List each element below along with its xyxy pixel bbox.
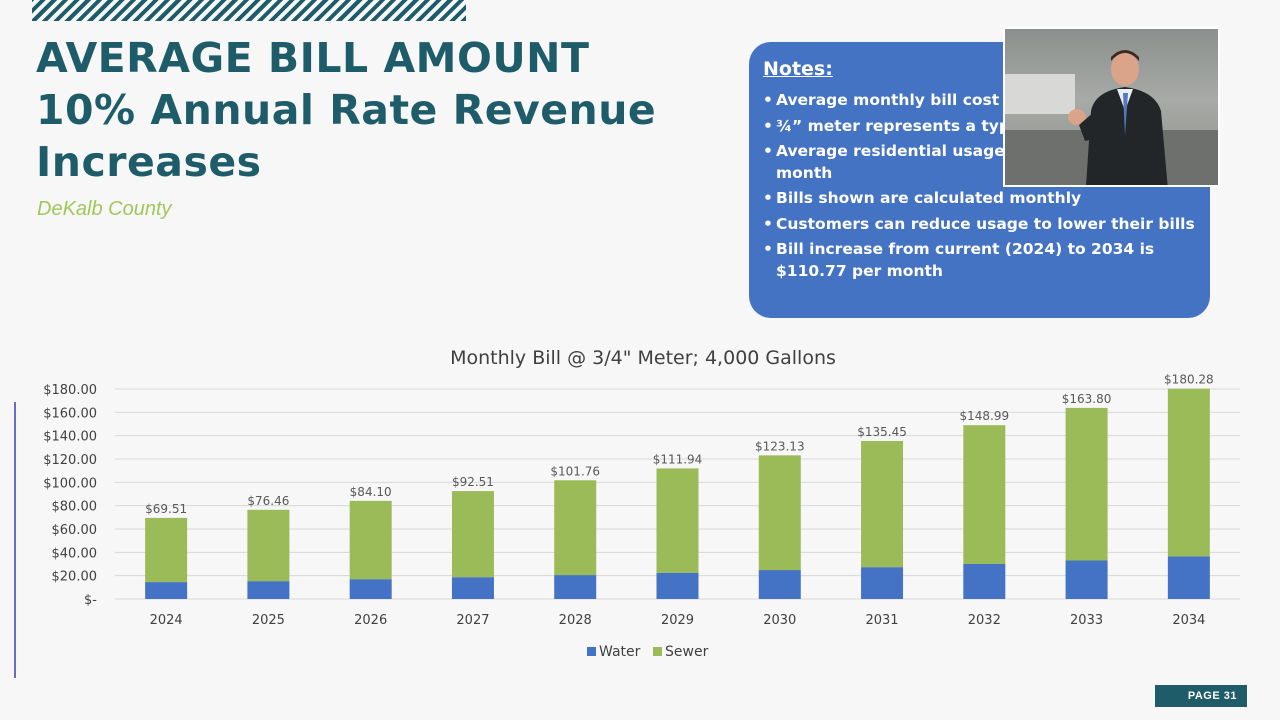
y-tick-label: $100.00 bbox=[43, 476, 97, 491]
y-tick-label: $60.00 bbox=[52, 523, 98, 538]
y-tick-label: $- bbox=[84, 593, 97, 608]
bar-sewer bbox=[451, 491, 494, 578]
chart-bars: $69.51 $76.46 $84.10 $92.51 $101.76 $111.94 $1… bbox=[145, 373, 1214, 599]
bar-water bbox=[247, 581, 290, 599]
stacked-bar-chart: Monthly Bill @ 3/4" Meter; 4,000 Gallons… bbox=[43, 347, 1240, 660]
x-tick-label: 2024 bbox=[150, 613, 183, 628]
bar-total-label: $180.28 bbox=[1164, 373, 1214, 387]
legend-label-sewer: Sewer bbox=[665, 644, 709, 660]
notes-item-text: Average residential usage is bbox=[776, 142, 1025, 160]
bar-sewer bbox=[963, 425, 1006, 564]
x-tick-label: 2032 bbox=[968, 613, 1001, 628]
slide-title-line-1: AVERAGE BILL AMOUNT bbox=[36, 34, 590, 82]
bar-water bbox=[554, 575, 597, 599]
bar-total-label: $76.46 bbox=[247, 494, 289, 508]
video-desk bbox=[1005, 74, 1075, 114]
bar-sewer bbox=[758, 455, 801, 571]
y-tick-label: $140.00 bbox=[43, 430, 97, 445]
bar-water bbox=[1065, 560, 1108, 599]
notes-item: Average monthly bill cost bbox=[763, 90, 1196, 112]
slide-subtitle: DeKalb County bbox=[37, 198, 172, 220]
x-tick-label: 2031 bbox=[865, 613, 898, 628]
bar-water bbox=[656, 572, 699, 599]
bar-total-label: $84.10 bbox=[350, 485, 392, 499]
bar-water bbox=[349, 579, 392, 599]
y-tick-label: $120.00 bbox=[43, 453, 97, 468]
bar-total-label: $101.76 bbox=[550, 464, 600, 478]
speaker-figure bbox=[1068, 50, 1168, 185]
slide-title-line-2: 10% Annual Rate Revenue bbox=[36, 86, 657, 134]
bar-total-label: $92.51 bbox=[452, 475, 494, 489]
bar-water bbox=[145, 582, 188, 599]
bar-water bbox=[963, 564, 1006, 599]
bar-total-label: $135.45 bbox=[857, 425, 907, 439]
bar-total-label: $163.80 bbox=[1062, 392, 1112, 406]
y-tick-label: $80.00 bbox=[52, 500, 98, 515]
y-tick-label: $180.00 bbox=[43, 383, 97, 398]
chart-legend: Water Sewer bbox=[587, 644, 709, 660]
page-number-tag: PAGE 31 bbox=[1155, 685, 1247, 707]
bar-sewer bbox=[349, 500, 392, 580]
bar-water bbox=[758, 570, 801, 599]
x-tick-label: 2025 bbox=[252, 613, 285, 628]
bar-sewer bbox=[145, 517, 188, 583]
notes-heading: Notes: bbox=[763, 58, 833, 80]
x-tick-label: 2033 bbox=[1070, 613, 1103, 628]
x-tick-label: 2034 bbox=[1172, 613, 1205, 628]
chart-title: Monthly Bill @ 3/4" Meter; 4,000 Gallons bbox=[450, 347, 836, 369]
slide-title: AVERAGE BILL AMOUNT 10% Annual Rate Reve… bbox=[36, 32, 656, 188]
x-axis-ticks: 2024 2025 2026 2027 2028 2029 2030 2031 2032 2033… bbox=[150, 613, 1206, 628]
notes-item: Customers can reduce usage to lower thei… bbox=[763, 214, 1196, 236]
legend-label-water: Water bbox=[599, 644, 641, 660]
x-tick-label: 2029 bbox=[661, 613, 694, 628]
bar-water bbox=[861, 567, 904, 599]
y-tick-label: $40.00 bbox=[52, 546, 98, 561]
bar-sewer bbox=[247, 509, 290, 582]
notes-list: Average monthly bill cost ¾” meter repre… bbox=[763, 90, 1196, 282]
bar-total-label: $148.99 bbox=[960, 409, 1010, 423]
bar-total-label: $111.94 bbox=[653, 452, 703, 466]
bar-water bbox=[451, 577, 494, 599]
bar-sewer bbox=[1065, 407, 1108, 561]
bar-water bbox=[1167, 556, 1210, 599]
bar-sewer bbox=[1167, 388, 1210, 557]
y-axis-ticks: $- $20.00 $40.00 $60.00 $80.00 $100.00 $120.00… bbox=[43, 383, 97, 608]
bar-sewer bbox=[656, 468, 699, 573]
notes-item-text-continued: month bbox=[776, 163, 833, 182]
slide-title-line-3: Increases bbox=[36, 138, 262, 186]
legend-swatch-sewer bbox=[653, 647, 662, 656]
left-accent-line bbox=[14, 402, 16, 678]
x-tick-label: 2028 bbox=[559, 613, 592, 628]
speaker-video-inset bbox=[1003, 27, 1220, 187]
legend-swatch-water bbox=[587, 647, 596, 656]
notes-item: Bill increase from current (2024) to 203… bbox=[763, 239, 1196, 282]
x-tick-label: 2030 bbox=[763, 613, 796, 628]
x-tick-label: 2026 bbox=[354, 613, 387, 628]
bar-sewer bbox=[554, 480, 597, 576]
y-tick-label: $160.00 bbox=[43, 406, 97, 421]
bar-sewer bbox=[861, 440, 904, 568]
x-tick-label: 2027 bbox=[456, 613, 489, 628]
notes-item: Bills shown are calculated monthly bbox=[763, 188, 1196, 210]
bar-total-label: $69.51 bbox=[145, 502, 187, 516]
notes-item: ¾” meter represents a typic bbox=[763, 116, 1196, 138]
header-stripe bbox=[32, 0, 466, 21]
notes-item: Average residential usage is month bbox=[763, 141, 1196, 184]
bar-total-label: $123.13 bbox=[755, 439, 805, 453]
y-tick-label: $20.00 bbox=[52, 570, 98, 585]
